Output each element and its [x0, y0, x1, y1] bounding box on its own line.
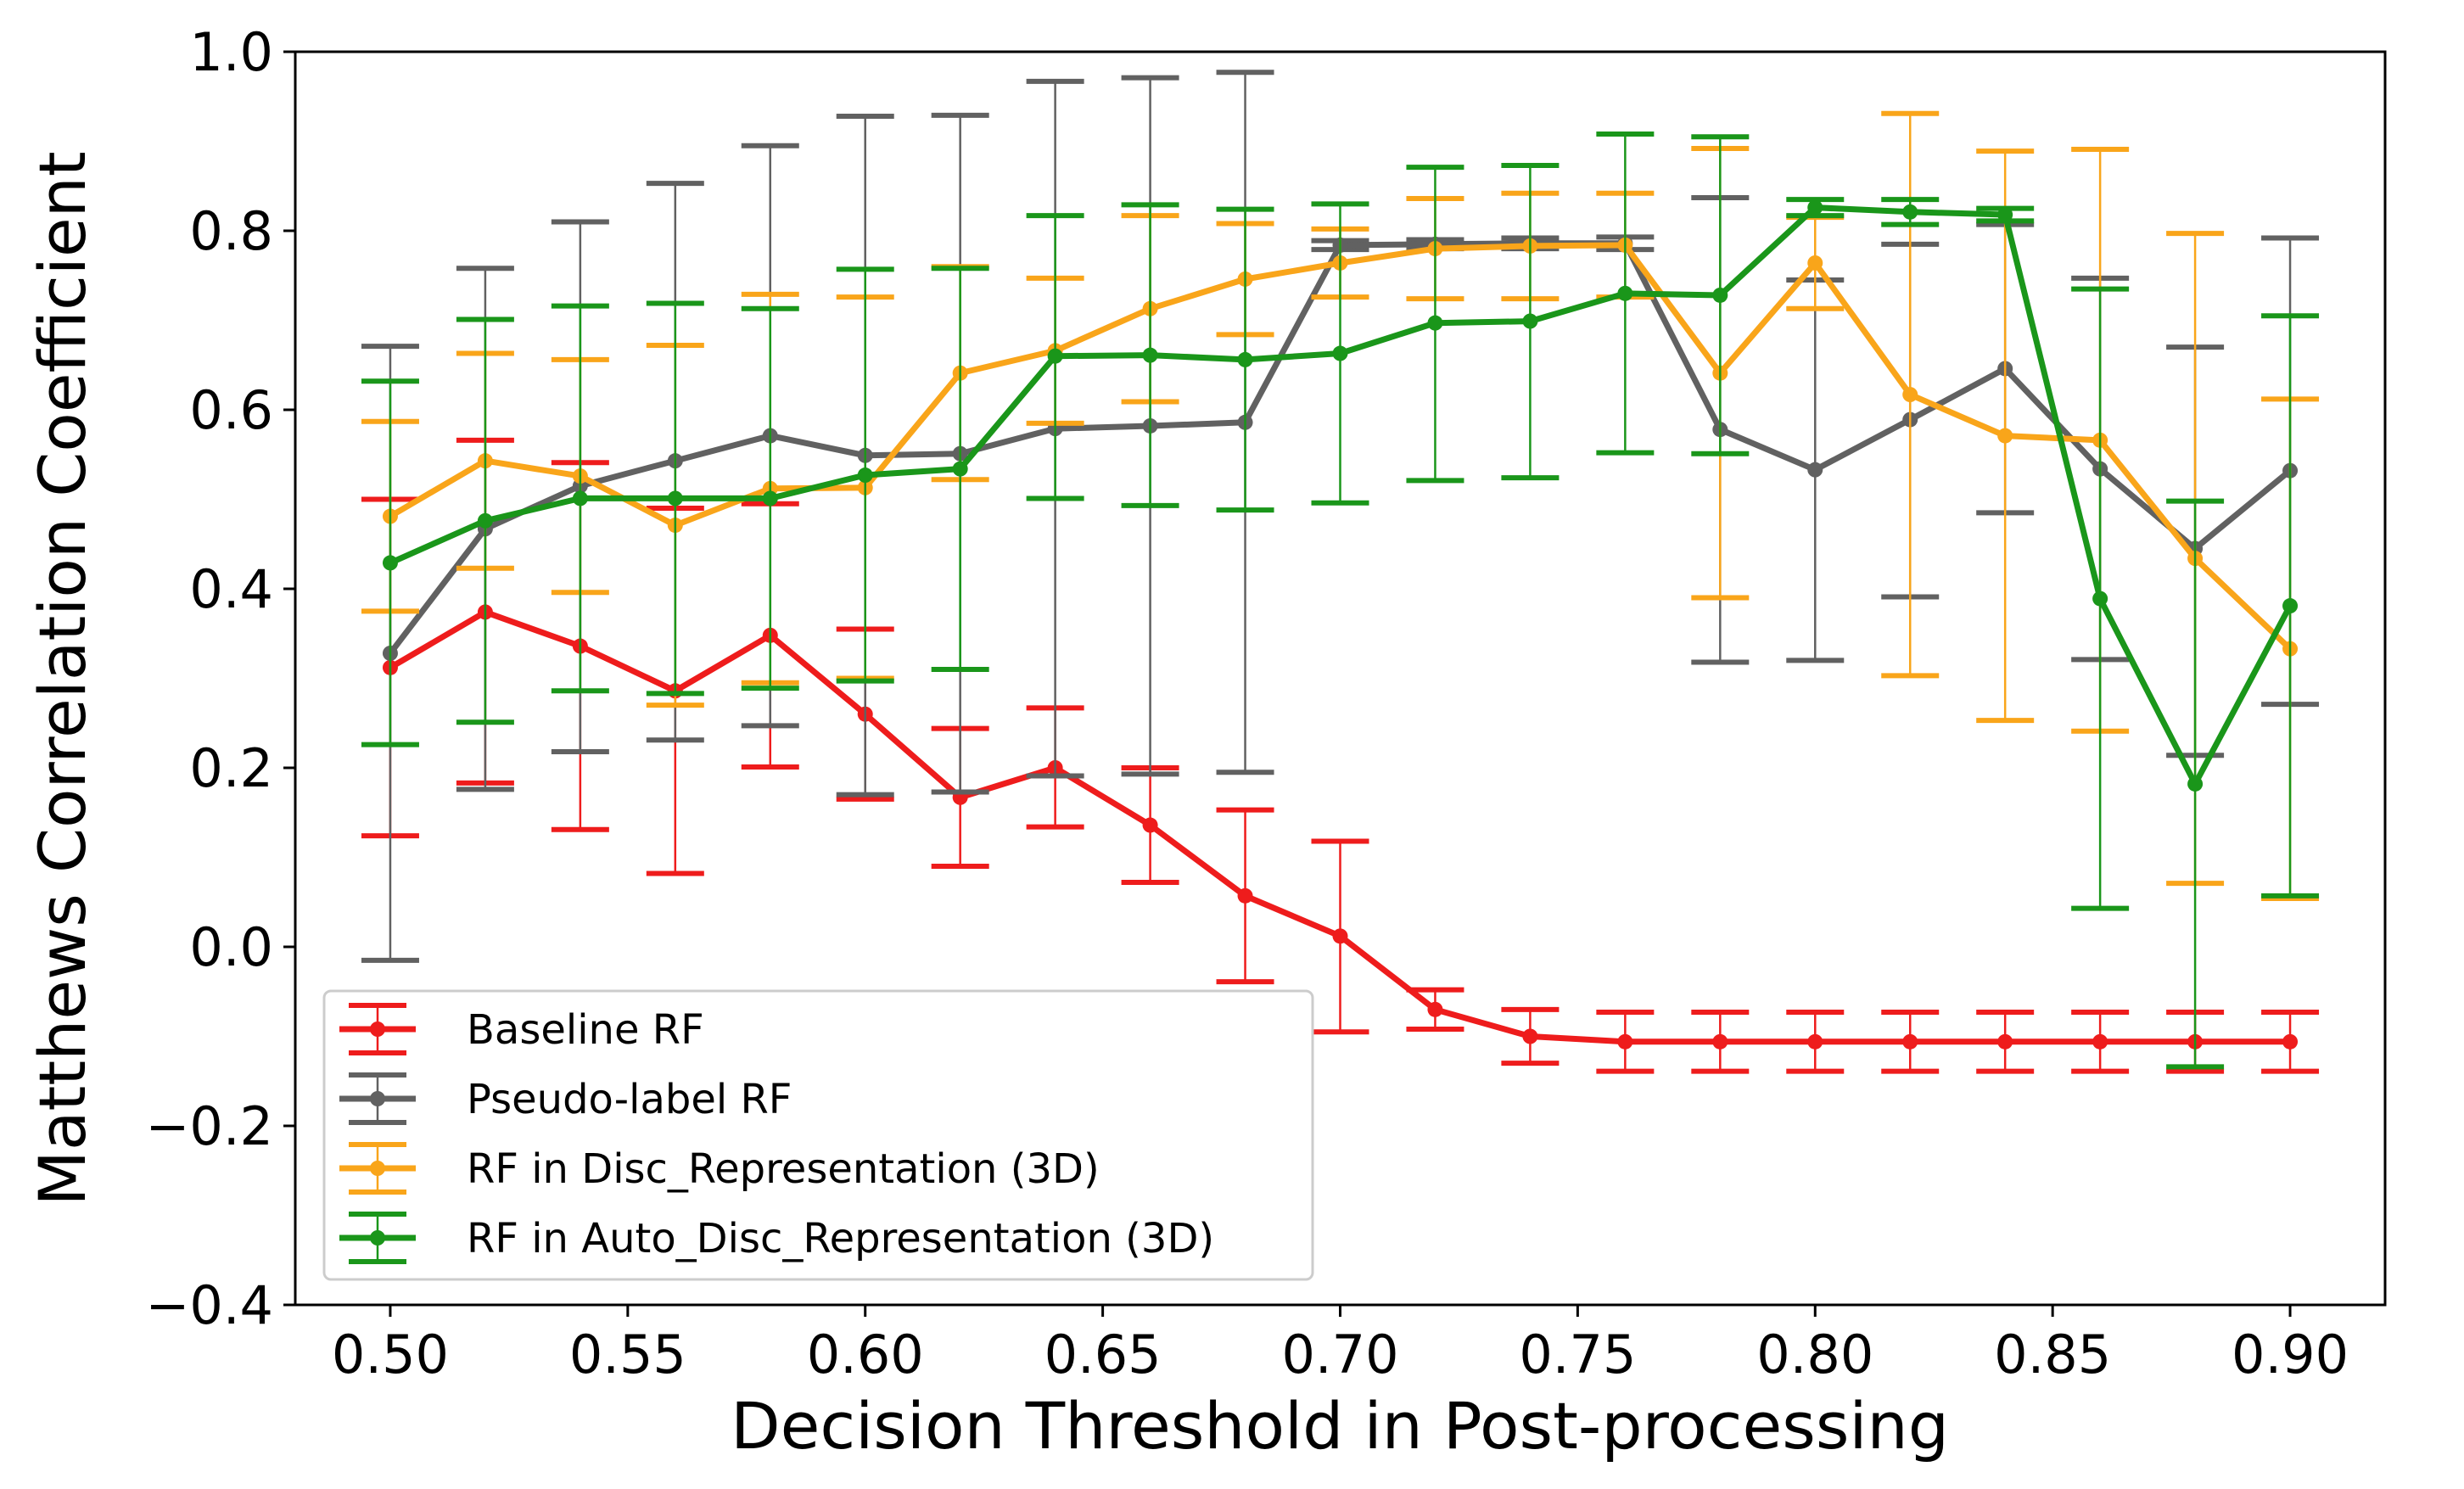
data-point	[1237, 887, 1253, 904]
data-point	[1902, 204, 1918, 220]
data-point	[1807, 199, 1823, 216]
data-point	[1902, 1033, 1918, 1050]
data-point	[1902, 387, 1918, 403]
data-point	[2187, 775, 2204, 792]
data-point	[1712, 287, 1728, 303]
data-point	[1712, 1033, 1728, 1050]
x-tick-label: 0.75	[1519, 1324, 1636, 1385]
data-point	[1807, 462, 1823, 478]
x-tick-label: 0.50	[332, 1324, 449, 1385]
data-point	[477, 512, 493, 529]
y-axis-label: Matthews Correlation Coefficient	[25, 151, 100, 1206]
y-axis: −0.4 −0.2 0.0 0.2 0.4 0.6 0.8 1.0	[145, 21, 295, 1336]
x-axis: 0.50 0.55 0.60 0.65 0.70 0.75 0.80 0.85 0.90	[332, 1305, 2349, 1385]
legend-entry-1: Baseline RF	[339, 1003, 704, 1055]
legend-label: Baseline RF	[467, 1006, 704, 1054]
data-point	[2092, 591, 2108, 607]
data-point	[1332, 928, 1348, 944]
y-tick-label: 0.2	[189, 737, 273, 799]
legend-box	[322, 989, 1314, 1281]
data-point	[1997, 428, 2013, 444]
y-tick-label: −0.2	[145, 1095, 273, 1157]
series-layer	[361, 70, 2320, 1074]
legend-label: Pseudo-label RF	[467, 1076, 792, 1123]
data-point	[1807, 255, 1823, 271]
data-point	[1142, 817, 1158, 833]
data-point	[2282, 1033, 2299, 1050]
data-point	[952, 461, 968, 477]
x-tick-label: 0.90	[2232, 1324, 2349, 1385]
data-point	[1427, 315, 1443, 331]
data-point	[1047, 348, 1063, 364]
legend: Baseline RF Pseudo-label RF RF in Disc_Rep…	[322, 989, 1314, 1281]
y-tick-label: 0.4	[189, 558, 273, 620]
data-point	[857, 467, 873, 484]
y-tick-label: 1.0	[189, 21, 273, 83]
data-point	[762, 490, 778, 507]
data-point	[2282, 598, 2299, 614]
data-point	[1617, 285, 1633, 301]
data-point	[667, 490, 683, 507]
y-tick-label: 0.8	[189, 200, 273, 262]
x-tick-label: 0.60	[807, 1324, 924, 1385]
legend-entry-2: Pseudo-label RF	[339, 1072, 792, 1125]
x-tick-label: 0.85	[1994, 1324, 2111, 1385]
series-4	[361, 132, 2320, 1070]
y-tick-label: −0.4	[145, 1274, 273, 1336]
data-point	[1617, 1033, 1633, 1050]
data-point	[2092, 1033, 2108, 1050]
data-point	[1997, 207, 2013, 223]
legend-marker	[370, 1161, 385, 1176]
data-point	[1522, 313, 1538, 329]
data-point	[382, 555, 398, 571]
x-tick-label: 0.65	[1044, 1324, 1162, 1385]
legend-label: RF in Auto_Disc_Representation (3D)	[467, 1215, 1214, 1262]
x-tick-label: 0.70	[1281, 1324, 1398, 1385]
legend-marker	[370, 1022, 385, 1037]
x-tick-label: 0.55	[569, 1324, 686, 1385]
plot-area-group	[361, 70, 2320, 1074]
legend-marker	[370, 1091, 385, 1106]
x-tick-label: 0.80	[1756, 1324, 1873, 1385]
legend-entry-3: RF in Disc_Representation (3D)	[339, 1142, 1100, 1195]
legend-marker	[370, 1230, 385, 1245]
data-point	[1332, 345, 1348, 361]
data-point	[1237, 351, 1253, 367]
legend-label: RF in Disc_Representation (3D)	[467, 1145, 1100, 1193]
data-point	[1427, 1001, 1443, 1017]
y-tick-label: 0.0	[189, 916, 273, 978]
data-point	[572, 490, 588, 507]
data-point	[1522, 1028, 1538, 1044]
data-point	[1997, 1033, 2013, 1050]
data-point	[1142, 347, 1158, 363]
legend-entry-4: RF in Auto_Disc_Representation (3D)	[339, 1212, 1214, 1264]
data-point	[1807, 1033, 1823, 1050]
x-axis-label: Decision Threshold in Post-processing	[731, 1388, 1949, 1464]
y-tick-label: 0.6	[189, 379, 273, 441]
